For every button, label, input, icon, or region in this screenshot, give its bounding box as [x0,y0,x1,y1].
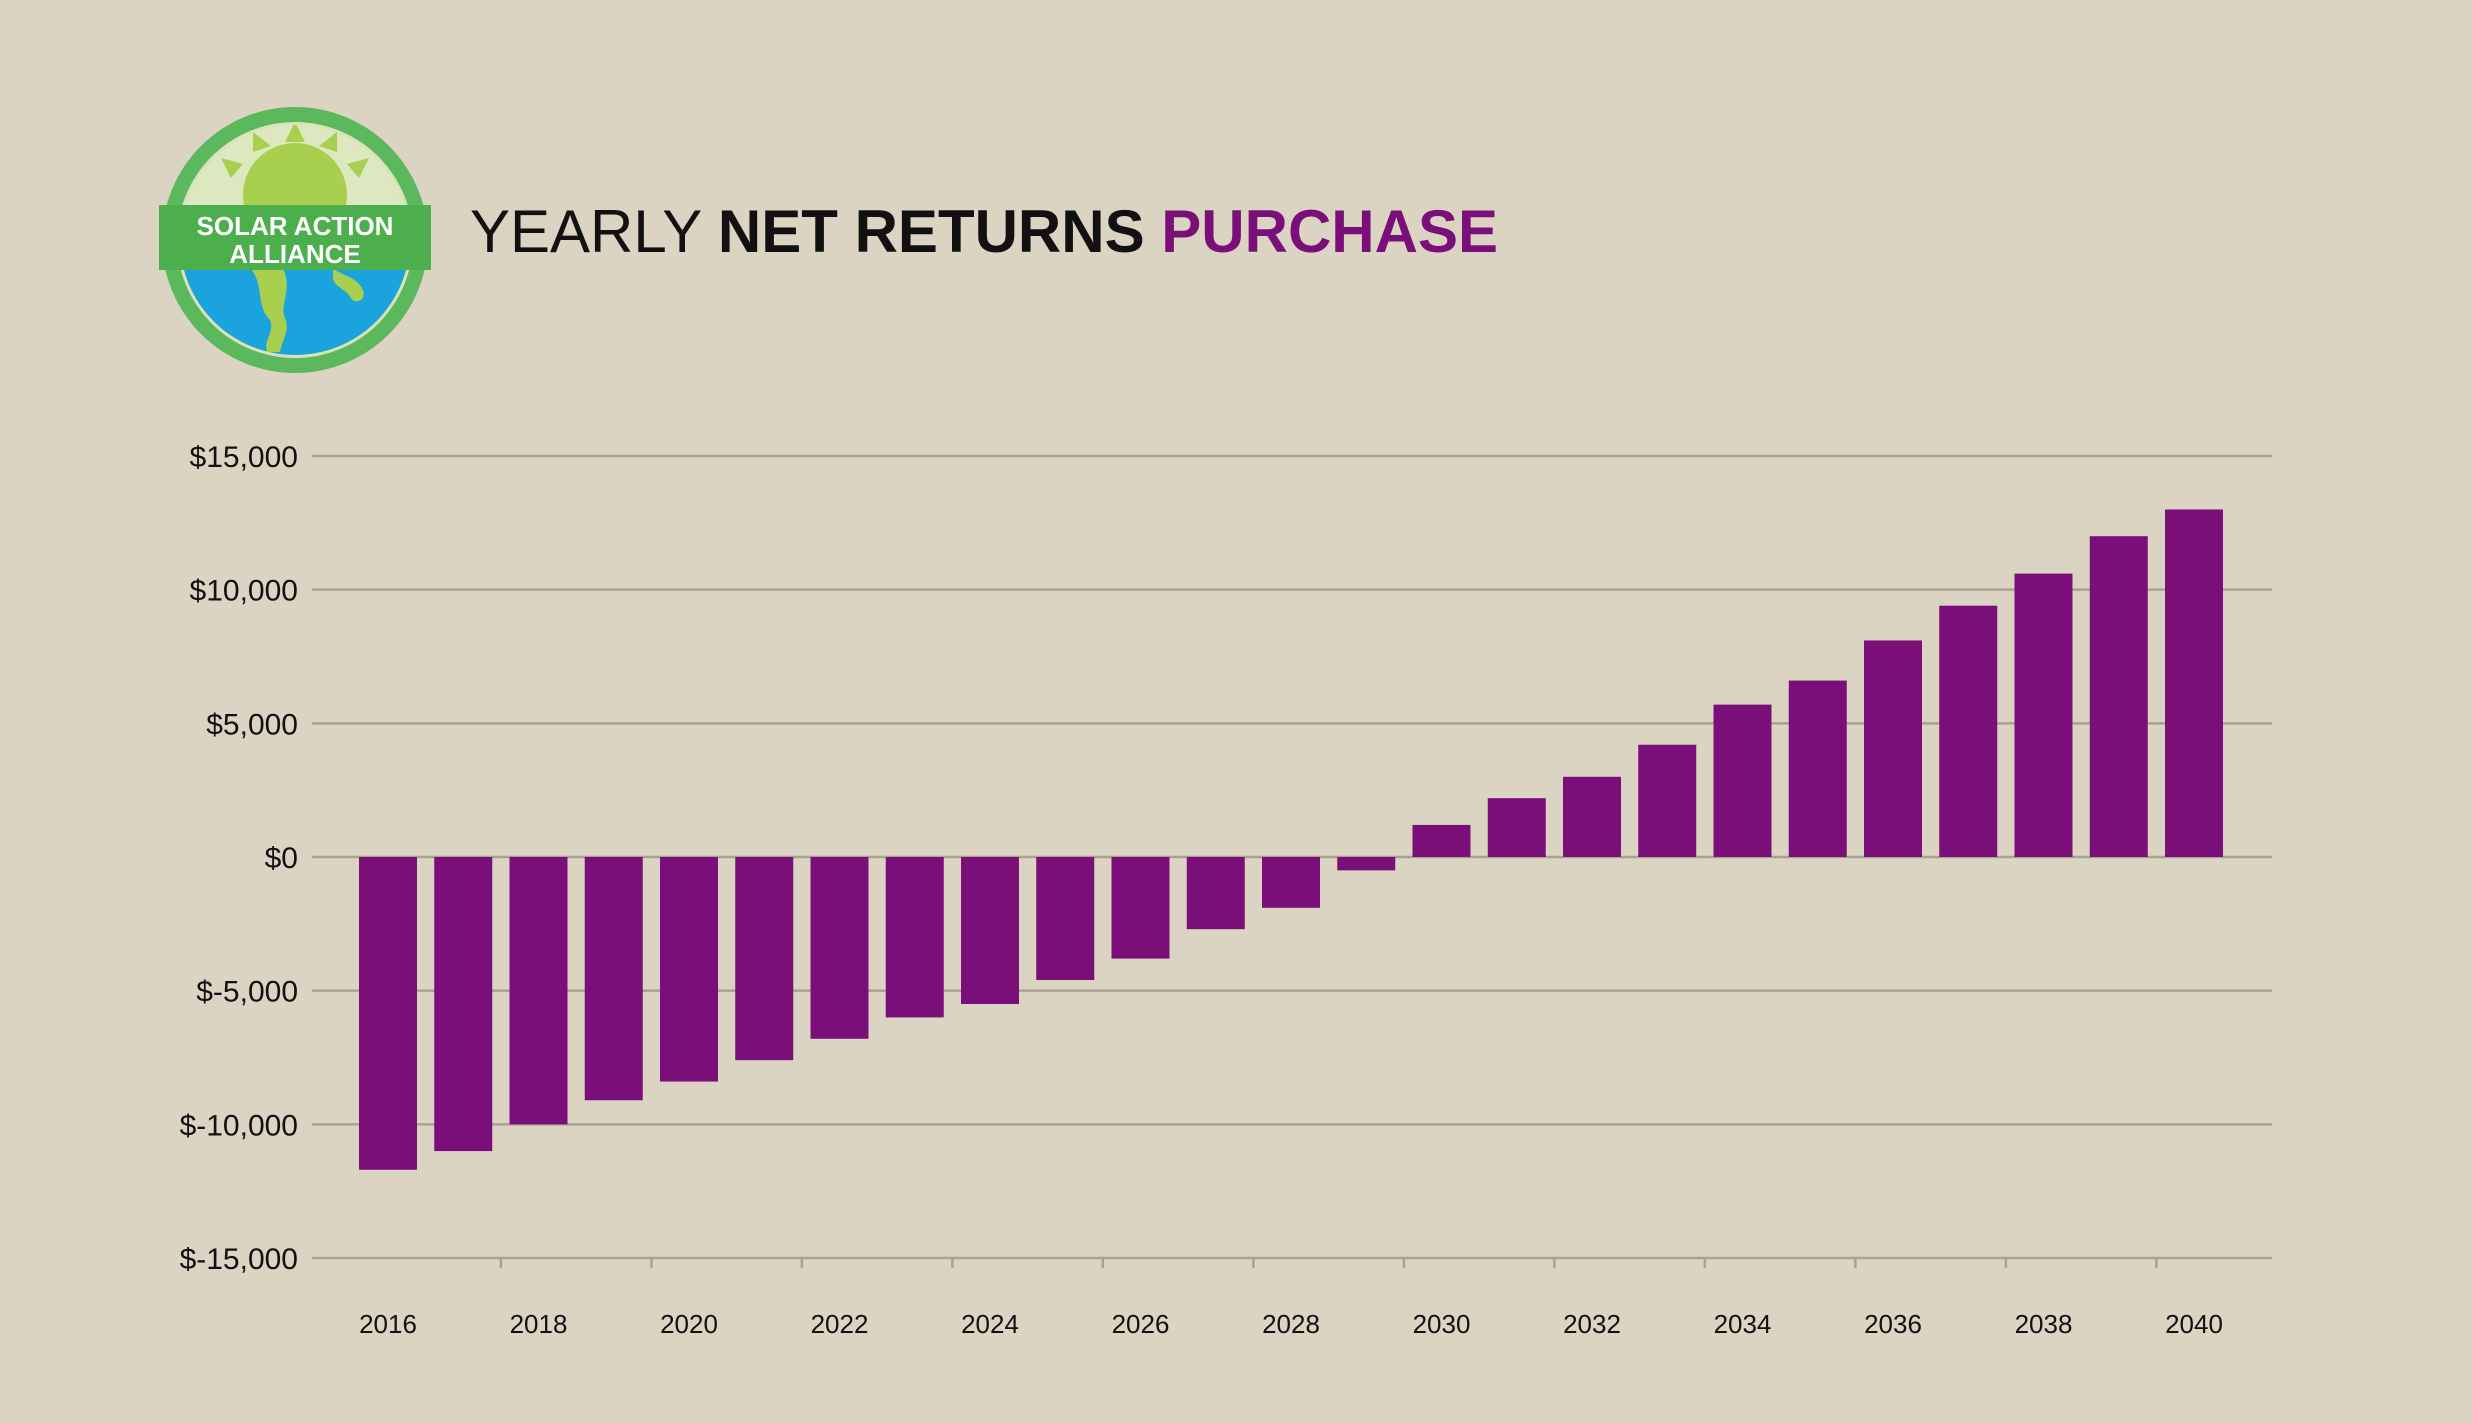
bar-2029 [1337,857,1396,871]
x-tick-label: 2036 [1864,1309,1922,1339]
x-tick-label: 2028 [1262,1309,1320,1339]
bar-2033 [1638,744,1697,857]
y-tick-label: $10,000 [190,575,298,608]
bar-2021 [735,857,794,1061]
bar-2024 [961,857,1019,1005]
bar-2040 [2165,509,2223,857]
page-title: YEARLY NET RETURNS PURCHASE [470,196,1498,268]
logo-band [159,205,431,270]
x-tick-label: 2032 [1563,1309,1621,1339]
y-tick-label: $0 [265,842,298,875]
x-tick-label: 2040 [2165,1309,2223,1339]
bar-2016 [359,857,417,1170]
bar-2030 [1412,824,1471,857]
bar-2028 [1262,857,1320,908]
x-tick-label: 2034 [1714,1309,1772,1339]
y-tick-label: $5,000 [206,708,298,741]
logo-text-line1: SOLAR ACTION [197,211,394,241]
bar-2027 [1186,857,1245,930]
title-part-net-returns: NET RETURNS [717,198,1145,265]
bar-2039 [2089,536,2148,857]
bar-2034 [1713,704,1772,857]
x-axis-ticks [499,1258,2158,1268]
y-axis-labels: $15,000 $10,000 $5,000 $0 $-5,000 $-10,000 $-1… [180,441,298,1276]
bar-2038 [2014,573,2073,857]
bar-2036 [1864,640,1922,857]
bar-2020 [660,857,718,1082]
x-tick-label: 2022 [811,1309,869,1339]
bar-2037 [1939,605,1998,857]
y-tick-label: $15,000 [190,441,298,474]
x-tick-label: 2016 [359,1309,417,1339]
bar-2031 [1487,798,1546,857]
x-tick-label: 2018 [510,1309,568,1339]
x-tick-label: 2038 [2015,1309,2073,1339]
bar-2023 [885,857,944,1018]
bars [359,509,2223,1170]
title-part-yearly: YEARLY [470,198,718,265]
solar-action-alliance-logo: SOLAR ACTION ALLIANCE [159,107,431,373]
x-tick-label: 2020 [660,1309,718,1339]
logo-text-line2: ALLIANCE [229,239,360,269]
y-tick-label: $-5,000 [196,976,298,1009]
bar-2026 [1111,857,1170,959]
y-tick-label: $-10,000 [180,1109,298,1142]
bar-2017 [434,857,493,1152]
bar-2025 [1036,857,1095,980]
bar-2035 [1788,680,1847,857]
bar-2022 [810,857,869,1039]
title-part-purchase: PURCHASE [1144,198,1498,265]
y-tick-label: $-15,000 [180,1243,298,1276]
bar-2018 [509,857,568,1125]
x-tick-label: 2026 [1112,1309,1170,1339]
x-tick-label: 2024 [961,1309,1019,1339]
x-tick-label: 2030 [1413,1309,1471,1339]
x-axis-labels: 2016 2018 2020 2022 2024 2026 2028 2030 2032 2034… [359,1309,2223,1339]
bar-2032 [1563,776,1621,857]
bar-2019 [584,857,643,1101]
